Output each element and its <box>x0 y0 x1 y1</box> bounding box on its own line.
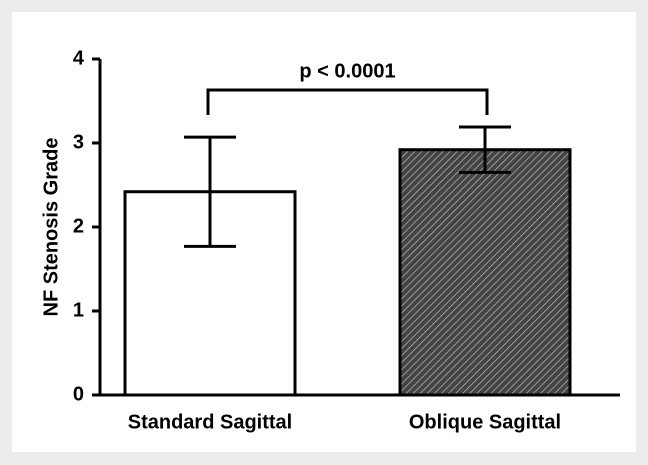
y-axis-label: NF Stenosis Grade <box>40 138 62 317</box>
y-tick-label: 1 <box>73 299 84 321</box>
y-tick-label: 3 <box>73 131 84 153</box>
y-tick-label: 2 <box>73 215 84 237</box>
significance-bracket <box>206 88 489 115</box>
x-tick-label: Standard Sagittal <box>128 411 292 433</box>
y-tick-label: 0 <box>73 383 84 405</box>
bar <box>398 148 572 397</box>
x-tick-label: Oblique Sagittal <box>409 411 561 433</box>
y-tick-label: 4 <box>73 47 85 69</box>
annotation: p < 0.0001 <box>299 60 395 82</box>
